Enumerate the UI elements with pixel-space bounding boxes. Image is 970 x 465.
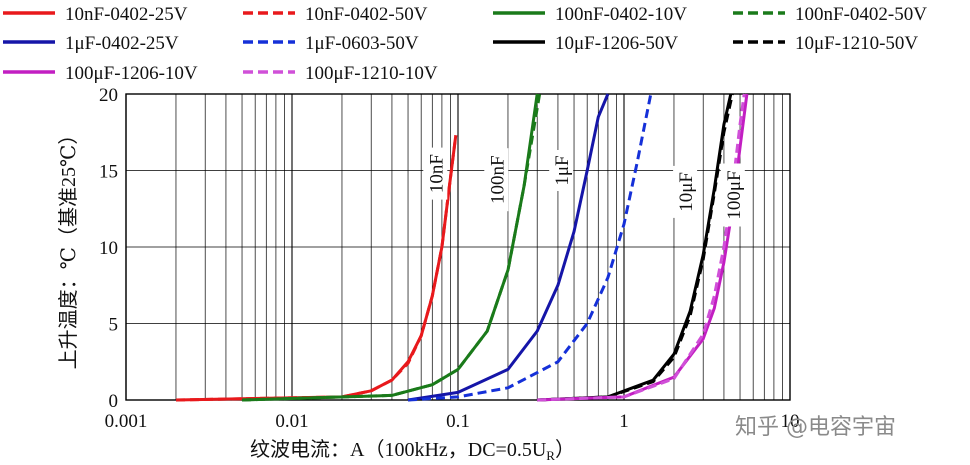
y-tick-label: 0 bbox=[109, 391, 119, 412]
legend-label: 100μF-1210-10V bbox=[305, 63, 438, 84]
y-tick-label: 20 bbox=[99, 85, 118, 106]
y-tick-label: 15 bbox=[99, 162, 118, 183]
x-tick-label: 10 bbox=[781, 411, 800, 432]
legend-label: 10nF-0402-50V bbox=[305, 4, 428, 25]
curve-annotations: 10nF 100nF 1μF 10μF 100μF bbox=[423, 147, 745, 227]
legend: 10nF-0402-25V 10nF-0402-50V 100nF-0402-10V… bbox=[3, 4, 927, 84]
series-line-1 bbox=[175, 135, 458, 402]
curve-annotation-group: 10nF bbox=[423, 147, 448, 200]
annotation-bg bbox=[673, 165, 698, 218]
series-line-10 bbox=[537, 93, 746, 402]
curve-annotation: 10μF bbox=[676, 172, 697, 212]
curve-annotation: 100μF bbox=[724, 170, 745, 219]
legend-label: 10nF-0402-25V bbox=[65, 4, 188, 25]
x-tick-label: 0.001 bbox=[105, 411, 148, 432]
curve-annotation-group: 100μF bbox=[720, 163, 745, 227]
series-lines bbox=[175, 93, 749, 402]
legend-label: 1μF-0603-50V bbox=[305, 33, 419, 54]
annotation-bg bbox=[720, 163, 745, 227]
curve-annotation: 100nF bbox=[487, 155, 508, 204]
x-tick-label: 1 bbox=[619, 411, 629, 432]
curve-annotation-group: 1μF bbox=[549, 150, 574, 191]
curve-annotation: 1μF bbox=[552, 155, 573, 185]
legend-label: 10μF-1206-50V bbox=[555, 33, 678, 54]
series-line-4 bbox=[241, 93, 542, 402]
x-tick-labels: 0.001 0.01 0.1 1 10 bbox=[105, 411, 800, 432]
legend-label: 100μF-1206-10V bbox=[65, 63, 198, 84]
series-line-8 bbox=[537, 93, 734, 402]
y-tick-labels: 0 5 10 15 20 bbox=[99, 85, 118, 412]
y-tick-label: 10 bbox=[99, 238, 118, 259]
series-line-5 bbox=[407, 93, 610, 402]
annotation-bg bbox=[423, 147, 448, 200]
legend-label: 100nF-0402-50V bbox=[795, 4, 927, 25]
curve-annotation: 10nF bbox=[426, 154, 447, 193]
curve-annotation-group: 10μF bbox=[673, 165, 698, 218]
legend-label: 10μF-1210-50V bbox=[795, 33, 918, 54]
curve-annotation-group: 100nF bbox=[484, 148, 509, 212]
annotation-bg bbox=[549, 150, 574, 191]
legend-label: 1μF-0402-25V bbox=[65, 33, 179, 54]
x-tick-label: 0.01 bbox=[275, 411, 308, 432]
y-axis-title: 上升温度：℃（基准25℃） bbox=[57, 125, 80, 370]
series-line-2 bbox=[175, 135, 458, 402]
plot-frame bbox=[125, 93, 791, 401]
series-line-6 bbox=[407, 93, 653, 402]
x-axis-title: 纹波电流：A（100kHz，DC=0.5UR） bbox=[250, 438, 575, 463]
annotation-bg bbox=[484, 148, 509, 212]
legend-label: 100nF-0402-10V bbox=[555, 4, 687, 25]
watermark: 知乎 @电容宇宙 bbox=[735, 415, 896, 440]
y-tick-label: 5 bbox=[109, 315, 119, 336]
x-tick-label: 0.1 bbox=[446, 411, 470, 432]
